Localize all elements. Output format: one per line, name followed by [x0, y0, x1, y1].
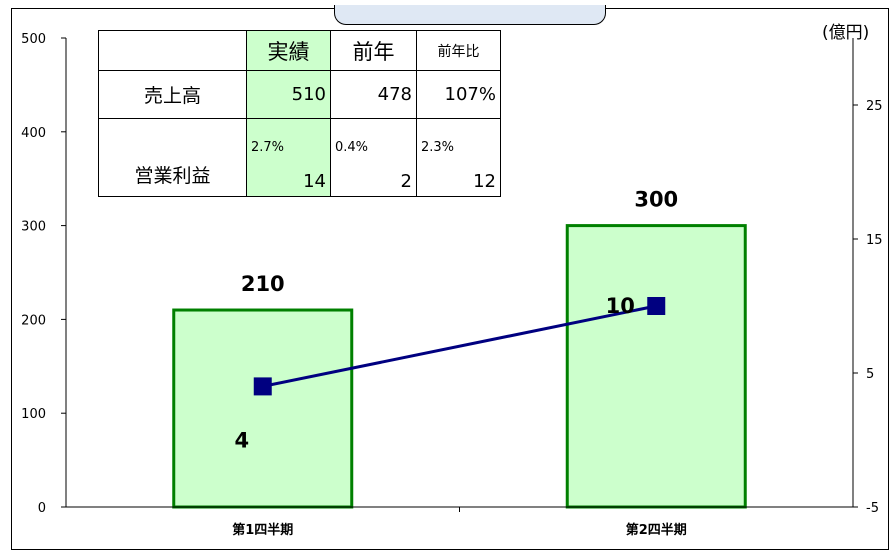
- line-series: [262, 304, 657, 388]
- op-prev-value: 2: [400, 171, 412, 192]
- op-yoy-cell: 2.3% 12: [416, 118, 501, 197]
- right-tick-label: 15: [866, 233, 883, 248]
- line-marker: [647, 297, 666, 315]
- row-label-sales: 売上高: [98, 70, 247, 119]
- left-tick-label: 400: [21, 126, 46, 141]
- line-value-label: 4: [234, 428, 249, 452]
- unit-label: (億円): [822, 23, 869, 43]
- op-actual-cell: 2.7% 14: [246, 118, 331, 197]
- left-tick-label: 0: [38, 501, 46, 516]
- table-header-actual: 実績: [246, 30, 331, 71]
- chart-frame: [11, 5, 889, 550]
- bar: [565, 224, 747, 509]
- right-tick-label: 25: [866, 99, 883, 114]
- table-corner-cell: [98, 30, 247, 71]
- line-marker: [253, 377, 272, 396]
- category-label: 第1四半期: [232, 522, 293, 538]
- sales-actual: 510: [246, 70, 331, 119]
- summary-table: 実績 前年 前年比 売上高 510 478 107% 営業利益 2.7% 14 …: [98, 30, 501, 197]
- right-tick-label: -5: [866, 501, 879, 516]
- left-tick-label: 100: [21, 407, 46, 422]
- line-value-label: 10: [606, 294, 635, 318]
- sales-prev-year: 478: [330, 70, 417, 119]
- bar-value-label: 210: [241, 272, 285, 296]
- table-row-sales: 売上高 510 478 107%: [98, 70, 501, 119]
- sales-yoy: 107%: [416, 70, 501, 119]
- table-header-prev-year: 前年: [330, 30, 417, 71]
- category-label: 第2四半期: [626, 522, 687, 538]
- table-header-yoy: 前年比: [416, 30, 501, 71]
- row-label-op-profit: 営業利益: [98, 118, 247, 197]
- left-tick-label: 200: [21, 313, 46, 328]
- bar-value-label: 300: [634, 188, 678, 212]
- op-yoy-value: 12: [473, 171, 496, 192]
- left-tick-label: 500: [21, 32, 46, 47]
- bar: [172, 308, 354, 509]
- op-yoy-margin: 2.3%: [421, 140, 455, 155]
- title-tab: [334, 5, 606, 25]
- left-tick-label: 300: [21, 220, 46, 235]
- op-actual-margin: 2.7%: [251, 140, 285, 155]
- op-prev-cell: 0.4% 2: [330, 118, 417, 197]
- op-actual-value: 14: [303, 171, 326, 192]
- table-row-op-profit: 営業利益 2.7% 14 0.4% 2 2.3% 12: [98, 118, 501, 197]
- right-tick-label: 5: [866, 367, 874, 382]
- op-prev-margin: 0.4%: [335, 140, 369, 155]
